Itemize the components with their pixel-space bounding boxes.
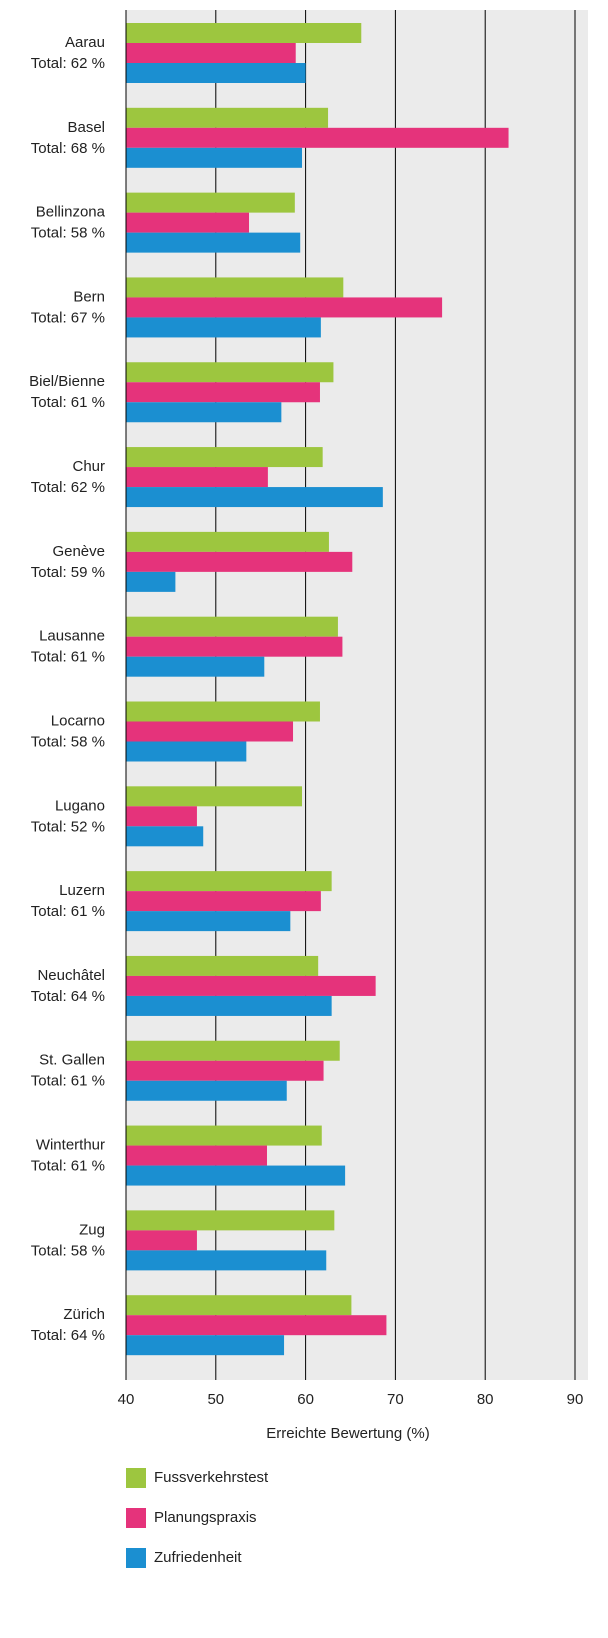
legend-label: Zufriedenheit bbox=[154, 1549, 242, 1566]
legend-swatch bbox=[126, 1468, 146, 1488]
bar bbox=[126, 402, 282, 423]
category-label: Chur bbox=[72, 458, 105, 475]
category-label: Locarno bbox=[51, 712, 105, 729]
bar bbox=[126, 297, 443, 318]
category-label: Aarau bbox=[65, 34, 105, 51]
bar bbox=[126, 571, 176, 592]
bar bbox=[126, 656, 265, 677]
category-label: Zürich bbox=[63, 1306, 105, 1323]
category-label: Luzern bbox=[59, 882, 105, 899]
category-label: Bern bbox=[73, 288, 105, 305]
legend-label: Planungspraxis bbox=[154, 1509, 257, 1526]
category-label: Lausanne bbox=[39, 628, 105, 645]
bar bbox=[126, 721, 294, 742]
legend-swatch bbox=[126, 1508, 146, 1528]
bar bbox=[126, 1040, 340, 1061]
x-tick-label: 60 bbox=[297, 1391, 314, 1408]
bar bbox=[126, 467, 268, 488]
bar bbox=[126, 551, 353, 572]
bar bbox=[126, 826, 204, 847]
category-total: Total: 67 % bbox=[31, 309, 105, 326]
category-label: St. Gallen bbox=[39, 1052, 105, 1069]
category-total: Total: 59 % bbox=[31, 564, 105, 581]
category-label: Zug bbox=[79, 1221, 105, 1238]
bar bbox=[126, 1145, 267, 1166]
x-tick-label: 40 bbox=[118, 1391, 135, 1408]
bar bbox=[126, 1165, 346, 1186]
category-label: Basel bbox=[67, 119, 105, 136]
category-label: Genève bbox=[52, 543, 105, 560]
category-total: Total: 61 % bbox=[31, 394, 105, 411]
bar bbox=[126, 107, 329, 128]
category-total: Total: 52 % bbox=[31, 818, 105, 835]
bar bbox=[126, 1230, 197, 1251]
bar bbox=[126, 995, 332, 1016]
bar bbox=[126, 382, 320, 403]
x-tick-label: 50 bbox=[207, 1391, 224, 1408]
bar bbox=[126, 1060, 324, 1081]
bar bbox=[126, 806, 197, 827]
legend-swatch bbox=[126, 1548, 146, 1568]
bar bbox=[126, 741, 247, 762]
bar bbox=[126, 1080, 287, 1101]
bar bbox=[126, 362, 334, 383]
bar bbox=[126, 1315, 387, 1336]
bar bbox=[126, 636, 343, 657]
bar bbox=[126, 975, 376, 996]
category-total: Total: 61 % bbox=[31, 1158, 105, 1175]
category-total: Total: 58 % bbox=[31, 1242, 105, 1259]
x-tick-label: 70 bbox=[387, 1391, 404, 1408]
bar bbox=[126, 23, 362, 43]
x-axis-title: Erreichte Bewertung (%) bbox=[266, 1425, 429, 1442]
category-label: Lugano bbox=[55, 797, 105, 814]
bar bbox=[126, 1335, 285, 1356]
bar bbox=[126, 192, 295, 213]
bar bbox=[126, 701, 320, 722]
category-label: Neuchâtel bbox=[37, 967, 105, 984]
bar bbox=[126, 277, 344, 298]
category-label: Bellinzona bbox=[36, 204, 106, 221]
bar bbox=[126, 1125, 322, 1146]
bar bbox=[126, 786, 303, 807]
bar bbox=[126, 127, 509, 148]
category-label: Winterthur bbox=[36, 1137, 105, 1154]
bar bbox=[126, 871, 332, 892]
bar bbox=[126, 63, 306, 83]
category-total: Total: 62 % bbox=[31, 479, 105, 496]
x-tick-label: 80 bbox=[477, 1391, 494, 1408]
category-total: Total: 61 % bbox=[31, 649, 105, 666]
bar bbox=[126, 891, 321, 912]
bar bbox=[126, 147, 303, 168]
bar bbox=[126, 1250, 327, 1271]
bar bbox=[126, 212, 250, 233]
legend-label: Fussverkehrstest bbox=[154, 1469, 269, 1486]
category-total: Total: 61 % bbox=[31, 903, 105, 920]
category-total: Total: 58 % bbox=[31, 733, 105, 750]
category-label: Biel/Bienne bbox=[29, 373, 105, 390]
bar bbox=[126, 911, 291, 932]
bar bbox=[126, 616, 338, 637]
bar bbox=[126, 955, 319, 976]
category-total: Total: 61 % bbox=[31, 1073, 105, 1090]
bar bbox=[126, 1295, 352, 1316]
bar bbox=[126, 317, 321, 338]
bar bbox=[126, 1210, 335, 1231]
bar bbox=[126, 43, 296, 63]
category-total: Total: 64 % bbox=[31, 1327, 105, 1344]
bar bbox=[126, 531, 329, 552]
x-tick-label: 90 bbox=[567, 1391, 584, 1408]
bar bbox=[126, 447, 323, 468]
category-total: Total: 64 % bbox=[31, 988, 105, 1005]
category-total: Total: 62 % bbox=[31, 55, 105, 72]
category-total: Total: 68 % bbox=[31, 140, 105, 157]
bar bbox=[126, 487, 383, 508]
bar bbox=[126, 232, 301, 253]
category-total: Total: 58 % bbox=[31, 225, 105, 242]
